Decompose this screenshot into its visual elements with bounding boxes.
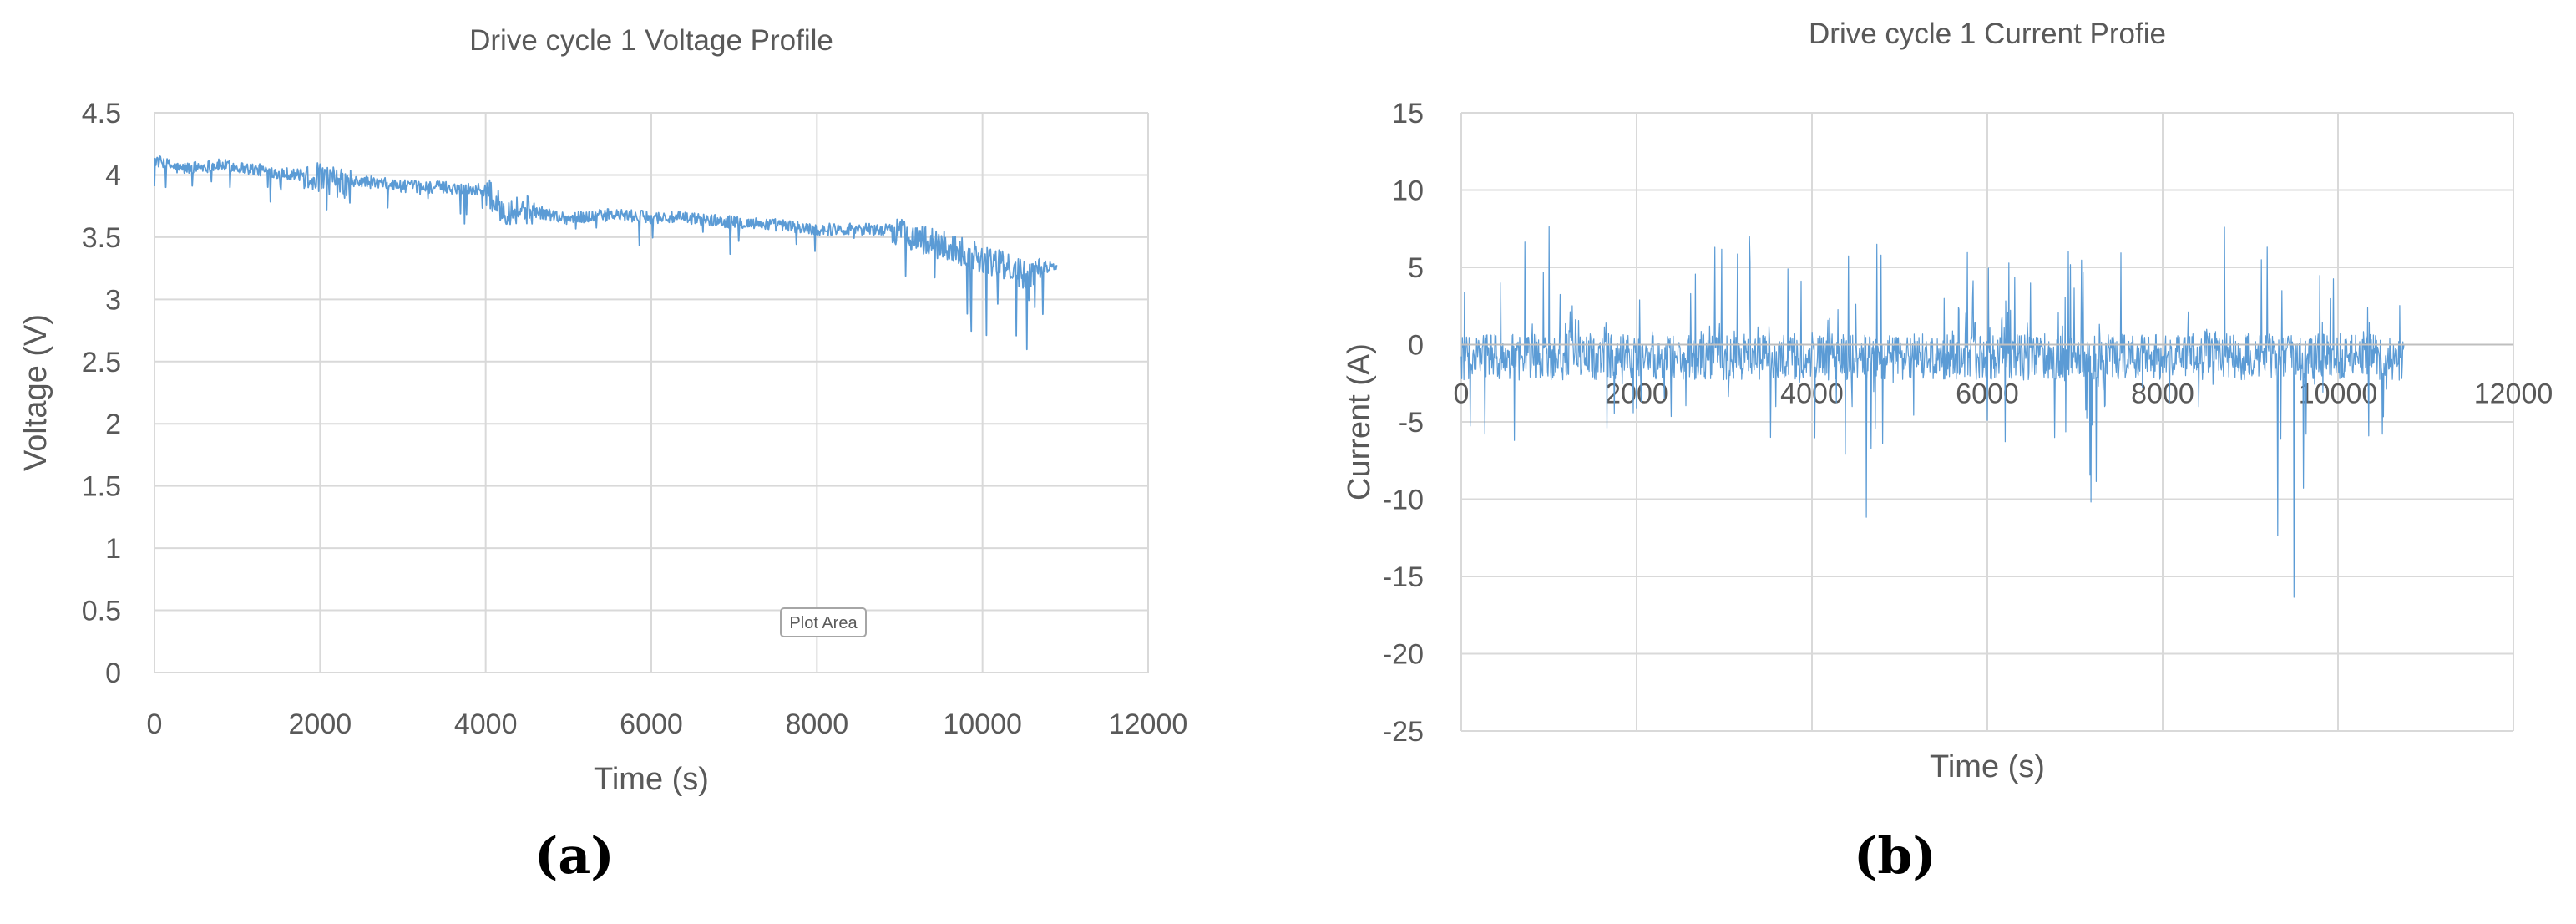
plot-area-tooltip-text: Plot Area	[789, 614, 858, 632]
x-axis-label: Time (s)	[1930, 749, 2045, 784]
x-tick-label: 8000	[2131, 378, 2194, 410]
chart-title: Drive cycle 1 Current Profie	[1809, 18, 2166, 50]
y-axis-label: Voltage (V)	[18, 314, 53, 471]
y-tick-label: -20	[1383, 639, 1424, 671]
x-tick-label: 12000	[1109, 708, 1188, 740]
voltage-chart: Drive cycle 1 Voltage Profile 0 0.5 1 1.5 2 2.…	[18, 24, 1188, 797]
y-tick-label: 10	[1392, 175, 1424, 207]
y-tick-label: 15	[1392, 98, 1424, 129]
y-tick-label: 4.5	[82, 98, 121, 129]
panel-label-b: (b)	[1854, 827, 1936, 886]
y-tick-label: 0.5	[82, 596, 121, 627]
panel-label-a: (a)	[534, 827, 615, 886]
y-tick-label: 0	[1408, 330, 1424, 362]
voltage-chart-panel: Drive cycle 1 Voltage Profile 0 0.5 1 1.5 2 2.…	[0, 0, 1236, 924]
y-tick-label: -5	[1399, 407, 1424, 439]
x-tick-label: 0	[147, 708, 163, 740]
y-axis-label: Current (A)	[1342, 343, 1377, 500]
y-tick-label: 1.5	[82, 471, 121, 503]
x-tick-label: 10000	[2299, 378, 2378, 410]
x-tick-label: 10000	[943, 708, 1022, 740]
x-tick-label: 2000	[289, 708, 352, 740]
x-tick-label: 4000	[454, 708, 518, 740]
plot-area-tooltip: Plot Area	[780, 607, 867, 637]
y-tick-label: -15	[1383, 561, 1424, 593]
series-line	[154, 155, 1058, 351]
chart-title: Drive cycle 1 Voltage Profile	[469, 24, 833, 57]
y-tick-label: 3.5	[82, 222, 121, 254]
x-tick-label: 4000	[1780, 378, 1844, 410]
x-tick-label: 0	[1454, 378, 1470, 410]
x-tick-label: 8000	[786, 708, 849, 740]
y-tick-label: -25	[1383, 716, 1424, 748]
x-axis-label: Time (s)	[594, 762, 709, 797]
series-line	[1460, 226, 2417, 598]
y-tick-label: 2	[105, 409, 121, 440]
y-tick-label: 3	[105, 284, 121, 316]
y-tick-label: 4	[105, 160, 121, 191]
y-tick-label: 0	[105, 657, 121, 689]
x-tick-label: 12000	[2474, 378, 2553, 410]
current-chart-panel: Drive cycle 1 Current Profie -25 -20 -15 -10…	[1286, 0, 2576, 924]
y-tick-label: 2.5	[82, 347, 121, 378]
y-tick-label: 1	[105, 533, 121, 565]
y-tick-label: -10	[1383, 485, 1424, 516]
x-tick-label: 6000	[620, 708, 683, 740]
y-tick-label: 5	[1408, 252, 1424, 284]
current-chart: Drive cycle 1 Current Profie -25 -20 -15 -10…	[1342, 18, 2553, 784]
